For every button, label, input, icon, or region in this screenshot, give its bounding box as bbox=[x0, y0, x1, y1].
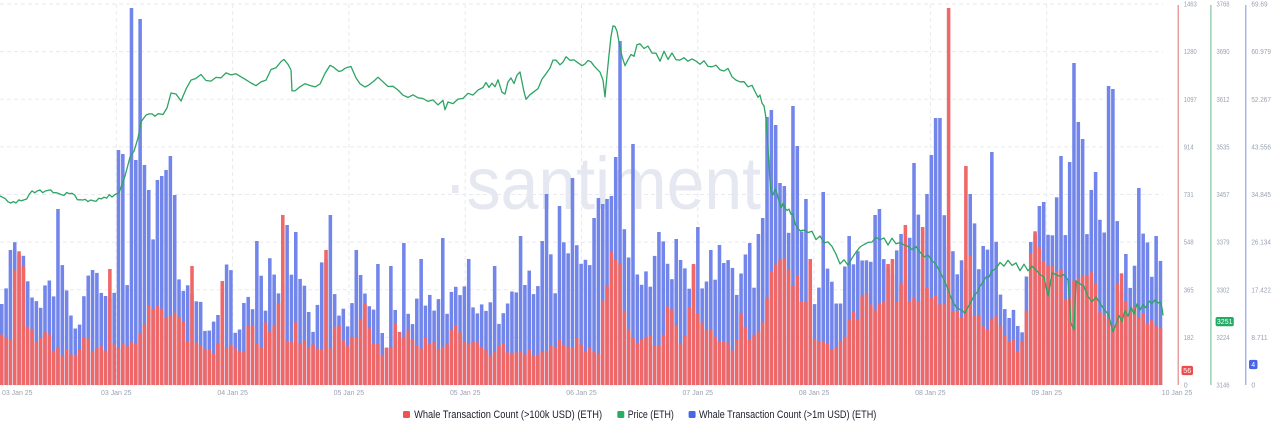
svg-text:08 Jan 25: 08 Jan 25 bbox=[799, 388, 830, 397]
svg-text:8.711: 8.711 bbox=[1251, 335, 1267, 342]
svg-text:548: 548 bbox=[1184, 240, 1194, 247]
svg-text:10 Jan 25: 10 Jan 25 bbox=[1162, 388, 1193, 397]
svg-text:3146: 3146 bbox=[1217, 383, 1230, 390]
svg-text:60.979: 60.979 bbox=[1251, 49, 1271, 56]
svg-text:182: 182 bbox=[1184, 335, 1194, 342]
svg-text:3612: 3612 bbox=[1217, 97, 1230, 104]
svg-text:05 Jan 25: 05 Jan 25 bbox=[450, 388, 481, 397]
svg-text:Whale Transaction Count (>100k: Whale Transaction Count (>100k USD) (ETH… bbox=[414, 409, 602, 421]
svg-text:04 Jan 25: 04 Jan 25 bbox=[217, 388, 248, 397]
svg-text:43.556: 43.556 bbox=[1251, 145, 1271, 152]
svg-text:3768: 3768 bbox=[1217, 2, 1230, 9]
svg-text:0: 0 bbox=[1251, 383, 1255, 390]
svg-text:1463: 1463 bbox=[1184, 2, 1197, 9]
svg-text:3302: 3302 bbox=[1217, 287, 1230, 294]
svg-text:Whale Transaction Count (>1m U: Whale Transaction Count (>1m USD) (ETH) bbox=[699, 409, 876, 421]
svg-text:26.134: 26.134 bbox=[1251, 240, 1271, 247]
svg-text:07 Jan 25: 07 Jan 25 bbox=[683, 388, 714, 397]
svg-text:17.422: 17.422 bbox=[1251, 287, 1271, 294]
svg-text:365: 365 bbox=[1184, 287, 1194, 294]
svg-text:3224: 3224 bbox=[1217, 335, 1230, 342]
svg-text:731: 731 bbox=[1184, 192, 1194, 199]
svg-text:3535: 3535 bbox=[1217, 145, 1230, 152]
svg-text:09 Jan 25: 09 Jan 25 bbox=[1031, 388, 1062, 397]
svg-text:1097: 1097 bbox=[1184, 97, 1197, 104]
svg-text:3379: 3379 bbox=[1217, 240, 1230, 247]
svg-text:34.845: 34.845 bbox=[1251, 192, 1271, 199]
svg-text:05 Jan 25: 05 Jan 25 bbox=[334, 388, 365, 397]
svg-text:52.267: 52.267 bbox=[1251, 97, 1271, 104]
svg-text:3251: 3251 bbox=[1217, 319, 1233, 326]
svg-text:1280: 1280 bbox=[1184, 49, 1197, 56]
svg-text:4: 4 bbox=[1251, 362, 1255, 369]
svg-text:69.69: 69.69 bbox=[1251, 2, 1267, 9]
svg-text:914: 914 bbox=[1184, 145, 1194, 152]
svg-text:0: 0 bbox=[1184, 383, 1188, 390]
svg-text:3457: 3457 bbox=[1217, 192, 1230, 199]
svg-text:03 Jan 25: 03 Jan 25 bbox=[101, 388, 132, 397]
svg-text:03 Jan 25: 03 Jan 25 bbox=[2, 388, 33, 397]
svg-text:56: 56 bbox=[1183, 368, 1191, 375]
svg-text:08 Jan 25: 08 Jan 25 bbox=[915, 388, 946, 397]
svg-text:06 Jan 25: 06 Jan 25 bbox=[566, 388, 597, 397]
svg-text:Price (ETH): Price (ETH) bbox=[628, 409, 674, 421]
svg-text:3690: 3690 bbox=[1217, 49, 1230, 56]
